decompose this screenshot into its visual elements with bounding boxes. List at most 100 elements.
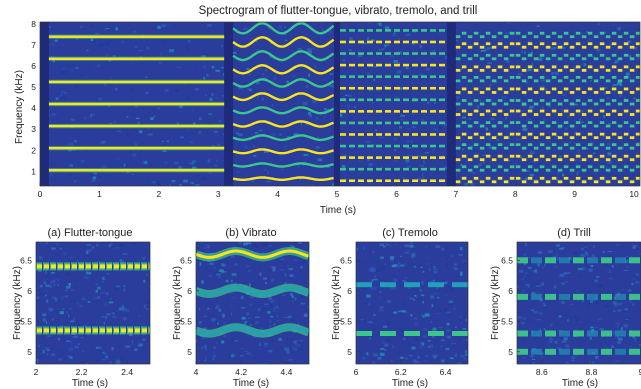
noise-cell	[89, 38, 91, 41]
noise-cell	[129, 88, 134, 92]
noise-cell	[576, 51, 580, 54]
noise-cell	[96, 261, 101, 263]
noise-cell	[611, 292, 615, 295]
noise-cell	[532, 43, 535, 47]
harmonic-band	[367, 110, 373, 113]
noise-cell	[404, 158, 410, 161]
noise-cell	[42, 313, 47, 317]
noise-cell	[198, 321, 202, 324]
noise-cell	[413, 360, 419, 364]
harmonic-band	[605, 113, 611, 116]
noise-cell	[502, 56, 506, 60]
panel-c-xlabel: Time (s)	[392, 378, 428, 389]
harmonic-band	[593, 168, 599, 172]
noise-cell	[323, 117, 326, 119]
main-plot-area	[40, 22, 640, 186]
harmonic-band	[48, 146, 225, 150]
noise-cell	[88, 294, 90, 298]
harmonic-band	[587, 143, 593, 147]
noise-cell	[525, 155, 528, 158]
noise-cell	[115, 361, 120, 364]
noise-cell	[347, 106, 349, 108]
band	[452, 331, 468, 336]
noise-cell	[225, 279, 229, 283]
noise-cell	[485, 30, 487, 33]
harmonic-band	[545, 79, 551, 83]
noise-cell	[622, 146, 624, 149]
noise-cell	[488, 136, 492, 140]
noise-cell	[103, 352, 107, 355]
noise-cell	[632, 303, 635, 306]
harmonic-band	[394, 63, 400, 67]
harmonic-band	[421, 179, 427, 183]
noise-cell	[208, 275, 213, 277]
noise-cell	[595, 356, 599, 359]
noise-cell	[393, 264, 398, 267]
noise-cell	[92, 176, 97, 179]
noise-cell	[328, 84, 334, 87]
noise-cell	[212, 351, 216, 356]
harmonic-band	[367, 144, 373, 148]
x-tick-label: 4.4	[280, 367, 292, 377]
noise-cell	[294, 297, 297, 301]
noise-cell	[403, 177, 405, 179]
noise-cell	[583, 360, 587, 364]
noise-cell	[275, 306, 279, 309]
noise-cell	[557, 338, 560, 340]
harmonic-band	[376, 133, 382, 136]
noise-cell	[591, 57, 594, 60]
noise-cell	[425, 69, 430, 71]
noise-cell	[562, 94, 565, 96]
noise-cell	[544, 106, 549, 109]
harmonic-band	[503, 146, 509, 150]
noise-cell	[110, 242, 113, 246]
noise-cell	[51, 43, 55, 46]
noise-cell	[80, 337, 84, 339]
noise-cell	[441, 359, 445, 363]
noise-cell	[610, 299, 614, 302]
noise-cell	[134, 46, 138, 48]
harmonic-band	[527, 109, 533, 113]
harmonic-band	[599, 165, 605, 169]
harmonic-band	[358, 167, 364, 171]
noise-cell	[484, 102, 489, 104]
noise-cell	[579, 159, 583, 162]
harmonic-band	[467, 158, 473, 162]
panel-c-plot: 6 6.2 6.455.566.5	[340, 241, 469, 377]
noise-cell	[185, 121, 189, 124]
noise-cell	[114, 87, 118, 91]
harmonic-band	[563, 42, 569, 46]
noise-cell	[626, 160, 629, 164]
harmonic-band	[455, 45, 461, 49]
noise-cell	[586, 113, 591, 115]
noise-cell	[221, 95, 226, 97]
noise-cell	[223, 316, 225, 318]
noise-cell	[193, 122, 196, 125]
noise-cell	[39, 305, 44, 307]
harmonic-band	[385, 40, 391, 44]
noise-cell	[602, 271, 606, 274]
noise-cell	[402, 337, 406, 340]
noise-cell	[551, 341, 555, 343]
band	[93, 328, 98, 333]
noise-cell	[292, 315, 295, 319]
harmonic-band	[455, 124, 461, 128]
noise-cell	[422, 335, 428, 338]
noise-cell	[398, 62, 401, 64]
noise-cell	[460, 68, 464, 71]
harmonic-band	[575, 99, 581, 102]
noise-cell	[545, 88, 548, 92]
harmonic-band	[349, 121, 355, 125]
noise-cell	[74, 140, 77, 143]
noise-cell	[520, 156, 522, 159]
harmonic-band	[479, 102, 485, 106]
noise-cell	[110, 77, 112, 81]
harmonic-band	[461, 75, 467, 79]
bands	[196, 247, 309, 338]
harmonic-band	[557, 57, 563, 61]
harmonic-band	[461, 176, 467, 180]
noise-cell	[122, 317, 127, 321]
noise-cell	[344, 31, 349, 33]
noise-cell	[529, 151, 535, 154]
